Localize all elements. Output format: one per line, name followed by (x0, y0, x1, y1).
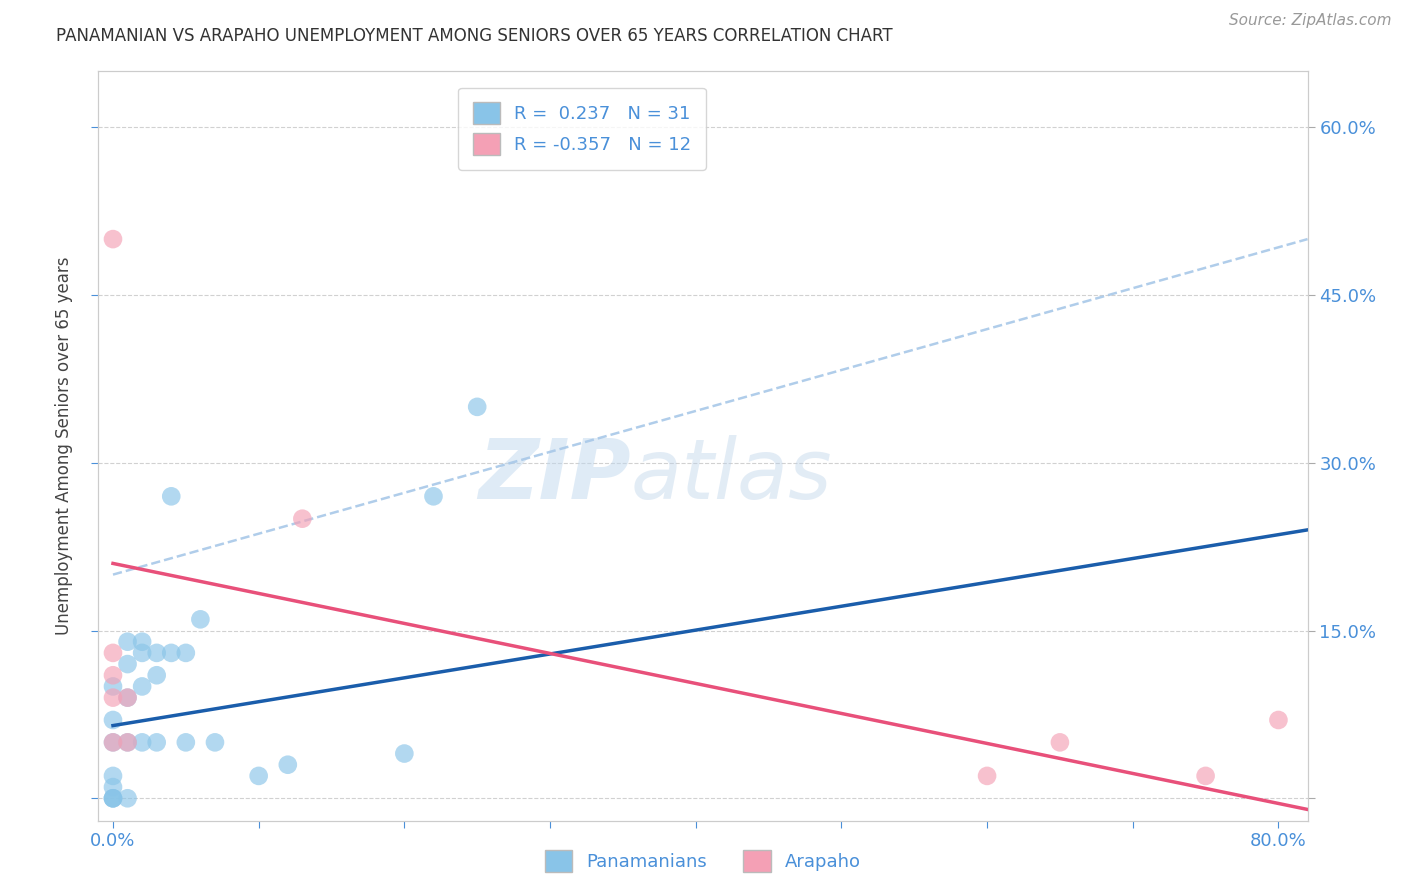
Point (174, 646, 197, 660)
Point (101, 668, 124, 682)
Point (131, 680, 153, 694)
Point (131, 634, 153, 648)
Point (174, 735, 197, 749)
Point (422, 489, 444, 503)
Point (976, 769, 998, 783)
Point (145, 668, 167, 682)
Point (117, 735, 139, 749)
Text: atlas: atlas (630, 435, 832, 516)
Point (247, 769, 270, 783)
Point (145, 735, 167, 749)
Point (131, 646, 153, 660)
Point (145, 646, 167, 660)
Point (101, 791, 124, 805)
Point (117, 690, 139, 705)
Point (117, 690, 139, 705)
Point (394, 747, 416, 761)
Point (101, 769, 124, 783)
Point (101, 791, 124, 805)
Point (101, 791, 124, 805)
Point (1267, 713, 1289, 727)
Point (160, 489, 183, 503)
Point (117, 634, 139, 648)
Point (117, 735, 139, 749)
Point (277, 757, 299, 772)
Point (1049, 735, 1071, 749)
Point (101, 690, 124, 705)
Point (101, 232, 124, 246)
Point (101, 680, 124, 694)
Point (204, 735, 226, 749)
Point (1194, 769, 1216, 783)
Point (101, 780, 124, 794)
Point (101, 735, 124, 749)
Point (101, 713, 124, 727)
Text: Source: ZipAtlas.com: Source: ZipAtlas.com (1229, 13, 1392, 29)
Point (160, 646, 183, 660)
Point (101, 735, 124, 749)
Point (465, 400, 488, 414)
Legend: Panamanians, Arapaho: Panamanians, Arapaho (538, 843, 868, 879)
Point (291, 511, 314, 525)
Text: ZIP: ZIP (478, 435, 630, 516)
Y-axis label: Unemployment Among Seniors over 65 years: Unemployment Among Seniors over 65 years (55, 257, 73, 635)
Text: PANAMANIAN VS ARAPAHO UNEMPLOYMENT AMONG SENIORS OVER 65 YEARS CORRELATION CHART: PANAMANIAN VS ARAPAHO UNEMPLOYMENT AMONG… (56, 27, 893, 45)
Point (101, 646, 124, 660)
Point (131, 735, 153, 749)
Point (117, 791, 139, 805)
Point (117, 657, 139, 671)
Point (190, 612, 212, 626)
